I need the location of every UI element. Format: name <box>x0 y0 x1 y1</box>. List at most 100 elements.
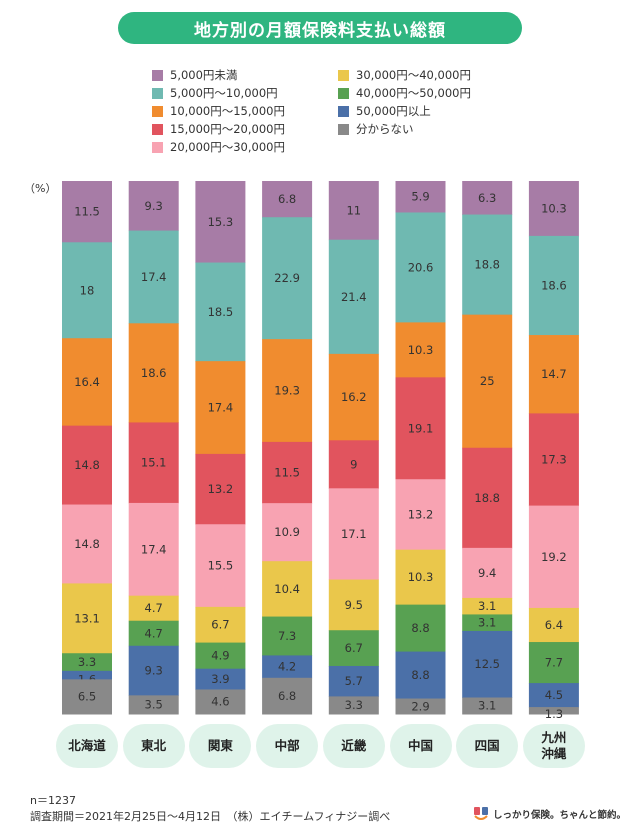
bar-segment <box>128 502 179 597</box>
legend-item: 10,000円～15,000円 <box>152 102 285 120</box>
y-axis-unit-label: （%） <box>24 182 57 195</box>
bar-segment <box>395 604 446 653</box>
bar-segment <box>462 630 513 698</box>
data-label: 18 <box>80 283 95 297</box>
bar-segment <box>128 230 179 324</box>
legend-label: 分からない <box>356 122 414 136</box>
survey-period-note: 調査期間＝2021年2月25日～4月12日 （株）エイチームフィナジー調べ <box>30 810 391 823</box>
bar-segment <box>128 323 179 423</box>
bar-segment <box>462 181 513 216</box>
data-label: 21.4 <box>341 290 367 304</box>
brand-icon <box>473 807 488 820</box>
bar-segment <box>195 361 246 455</box>
legend-swatch <box>152 141 163 153</box>
bar-segment <box>462 697 513 715</box>
bar-segment <box>528 642 579 684</box>
bar-segment <box>62 653 112 672</box>
bar-segment <box>262 503 313 562</box>
bar-segment <box>195 642 246 670</box>
data-label: 3.1 <box>478 699 496 713</box>
data-label: 5.7 <box>345 674 363 688</box>
data-label: 5.9 <box>411 190 429 204</box>
data-label: 9.3 <box>145 664 163 678</box>
legend-item: 50,000円以上 <box>338 102 471 120</box>
data-label: 19.3 <box>274 384 300 398</box>
region-label: 中部 <box>256 724 319 768</box>
bar-segment <box>328 440 379 489</box>
data-label: 19.1 <box>408 421 434 435</box>
data-label: 18.6 <box>141 366 167 380</box>
data-label: 9.3 <box>145 199 163 213</box>
brand-logo: しっかり保険。ちゃんと節約。 <box>473 806 626 822</box>
data-label: 18.8 <box>474 491 500 505</box>
bar-segment <box>528 607 579 643</box>
bar-segment <box>195 524 246 608</box>
legend-swatch <box>338 105 349 117</box>
bar-segment <box>262 616 313 656</box>
bar-segment <box>62 338 112 427</box>
legend-item: 5,000円未満 <box>152 66 285 84</box>
legend-item: 5,000円～10,000円 <box>152 84 285 102</box>
data-label: 17.1 <box>341 527 367 541</box>
bar-segment <box>528 505 579 609</box>
legend-label: 10,000円～15,000円 <box>170 104 285 118</box>
data-label: 17.4 <box>141 270 167 284</box>
legend-swatch <box>152 105 163 117</box>
data-label: 17.4 <box>208 401 234 415</box>
data-label: 10.9 <box>274 525 300 539</box>
bar-segment <box>62 425 112 506</box>
data-label: 6.7 <box>345 641 363 655</box>
bar-segment <box>328 696 379 715</box>
data-label: 25 <box>480 374 495 388</box>
bar-segment <box>462 314 513 449</box>
data-label: 3.1 <box>478 616 496 630</box>
bar-segment <box>328 239 379 355</box>
bar-segment <box>528 335 579 414</box>
bar-segment <box>195 181 246 264</box>
legend-item: 分からない <box>338 120 471 138</box>
legend-item: 20,000円～30,000円 <box>152 138 285 156</box>
data-label: 14.8 <box>74 537 100 551</box>
data-label: 6.7 <box>211 618 229 632</box>
bar-segment <box>128 181 179 232</box>
data-label: 13.2 <box>408 507 434 521</box>
bar-segment <box>128 422 179 504</box>
bar-segment <box>395 698 446 715</box>
data-label: 10.3 <box>541 201 567 215</box>
data-label: 6.8 <box>278 192 296 206</box>
legend-item: 30,000円～40,000円 <box>338 66 471 84</box>
data-label: 13.2 <box>208 482 234 496</box>
bar-segment <box>262 655 313 679</box>
data-label: 16.4 <box>74 375 100 389</box>
data-label: 13.1 <box>74 611 100 625</box>
legend-swatch <box>152 123 163 135</box>
bar-segment <box>62 181 112 243</box>
region-label: 四国 <box>456 724 519 768</box>
data-label: 18.6 <box>541 278 567 292</box>
bar-segment <box>262 217 313 340</box>
legend-label: 40,000円～50,000円 <box>356 86 471 100</box>
bar-segment <box>528 707 579 715</box>
bar-segment <box>262 181 313 218</box>
data-label: 4.7 <box>145 626 163 640</box>
data-label: 11 <box>346 203 361 217</box>
bar-segment <box>195 262 246 362</box>
data-label: 6.4 <box>545 618 563 632</box>
data-label: 7.7 <box>545 656 563 670</box>
data-label: 10.3 <box>408 343 434 357</box>
bar-segment <box>195 453 246 525</box>
data-label: 22.9 <box>274 271 300 285</box>
legend-swatch <box>338 87 349 99</box>
bar-segment <box>128 695 179 715</box>
region-label: 近畿 <box>322 724 385 768</box>
data-label: 7.3 <box>278 629 296 643</box>
data-label: 11.5 <box>274 466 300 480</box>
data-label: 9.5 <box>345 598 363 612</box>
bar-segment <box>62 242 112 339</box>
legend-label: 5,000円未満 <box>170 68 238 82</box>
bar-segment <box>395 651 446 700</box>
bar-segment <box>462 447 513 549</box>
legend-swatch <box>152 69 163 81</box>
region-label: 関東 <box>189 724 252 768</box>
